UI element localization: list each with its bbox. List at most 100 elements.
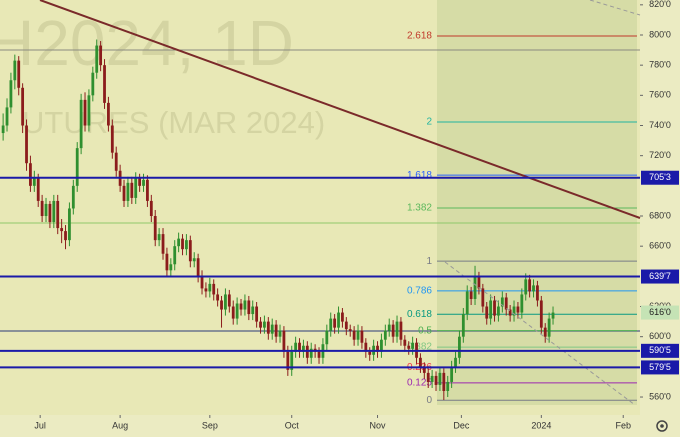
candle-body — [387, 324, 391, 331]
candle-body — [450, 366, 454, 382]
candle-body — [44, 203, 48, 217]
trend-line — [39, 0, 641, 219]
level-tag-label: 639'7 — [649, 271, 671, 281]
candle-body — [329, 318, 333, 331]
x-tick-label: Dec — [453, 420, 470, 430]
candle-body — [255, 306, 259, 322]
candle-body — [391, 324, 395, 337]
candle-body — [543, 327, 547, 337]
y-tick-label: 680'0 — [649, 210, 671, 220]
time-axis-bg — [0, 415, 680, 437]
candle-body — [188, 240, 192, 262]
candle-body — [13, 60, 17, 81]
candle-body — [344, 321, 348, 330]
candle-body — [243, 300, 247, 310]
candle-body — [64, 231, 67, 241]
candle-body — [461, 314, 465, 337]
candle-body — [399, 321, 403, 340]
x-tick-label: Aug — [112, 420, 128, 430]
y-tick-label: 780'0 — [649, 60, 671, 70]
candle-body — [220, 300, 223, 310]
candle-body — [208, 283, 212, 292]
candle-body — [266, 321, 270, 334]
level-tag — [641, 360, 679, 375]
x-tick-label: Feb — [615, 420, 631, 430]
candle-body — [426, 372, 430, 382]
settings-icon[interactable] — [656, 420, 668, 432]
candle-body — [1, 125, 5, 134]
candle-body — [497, 306, 500, 316]
candle-body — [200, 276, 204, 289]
y-tick-label: 740'0 — [649, 120, 671, 130]
candle-body — [516, 306, 520, 313]
candle-body — [333, 318, 337, 328]
candle-body — [56, 200, 60, 229]
fib-label: 0.618 — [407, 309, 432, 320]
candle-body — [270, 324, 274, 334]
candle-body — [298, 342, 301, 352]
candle-body — [434, 375, 438, 385]
candle-body — [110, 125, 114, 153]
candle-body — [380, 339, 383, 352]
candle-body — [216, 294, 220, 301]
candle-body — [465, 291, 469, 315]
fib-label: 2 — [426, 117, 432, 128]
candle-body — [99, 45, 103, 66]
candle-body — [134, 178, 138, 198]
candle-body — [239, 303, 243, 310]
candle-body — [302, 345, 305, 352]
candle-body — [177, 238, 181, 247]
candle-body — [146, 179, 149, 201]
candle-body — [263, 321, 266, 328]
candle-body — [68, 208, 71, 241]
x-tick-label: Sep — [202, 420, 218, 430]
candle-body — [493, 300, 496, 316]
candle-body — [83, 99, 87, 126]
y-tick-label: 760'0 — [649, 90, 671, 100]
candle-body — [536, 285, 539, 301]
candle-body — [52, 200, 56, 223]
x-tick-label: Nov — [370, 420, 387, 430]
candle-body — [71, 185, 75, 209]
y-tick-label: 820'0 — [649, 0, 671, 9]
level-tag — [641, 343, 679, 358]
candle-body — [473, 276, 477, 299]
last-price-label: 616'0 — [649, 307, 671, 317]
fib-label: 2.618 — [407, 31, 432, 42]
candle-body — [551, 312, 555, 319]
candle-body — [157, 234, 161, 241]
candle-body — [29, 163, 32, 186]
candle-body — [204, 288, 208, 292]
candle-body — [539, 300, 543, 328]
level-tag-label: 590'5 — [649, 345, 671, 355]
level-tag-label: 579'5 — [649, 362, 671, 372]
candle-body — [95, 45, 99, 73]
gear[interactable] — [656, 420, 668, 432]
candle-body — [107, 102, 110, 126]
y-tick-label: 800'0 — [649, 29, 671, 39]
candle-body — [286, 351, 290, 370]
candle-body — [161, 234, 165, 254]
candle-body — [192, 258, 196, 262]
candle-body — [48, 203, 52, 223]
x-tick-label: Jul — [34, 420, 46, 430]
fib-label: 1.618 — [407, 170, 432, 181]
candle-body — [247, 300, 251, 315]
fib-label: 0.125 — [407, 377, 432, 388]
candle-body — [290, 351, 294, 370]
trend-line-dashed — [589, 0, 641, 16]
candle-body — [181, 238, 184, 250]
trend-line-dashed — [444, 261, 636, 406]
x-tick-label: 2024 — [531, 420, 551, 430]
candle-body — [469, 291, 473, 299]
candle-body — [485, 306, 489, 319]
candle-body — [352, 330, 356, 340]
candle-body — [309, 348, 313, 358]
level-tag — [641, 269, 679, 284]
candle-body — [481, 288, 485, 307]
candle-body — [407, 345, 411, 349]
level-tag-label: 705'3 — [649, 172, 671, 182]
candle-body — [5, 107, 9, 126]
candle-body — [251, 306, 255, 315]
candle-body — [458, 336, 461, 358]
